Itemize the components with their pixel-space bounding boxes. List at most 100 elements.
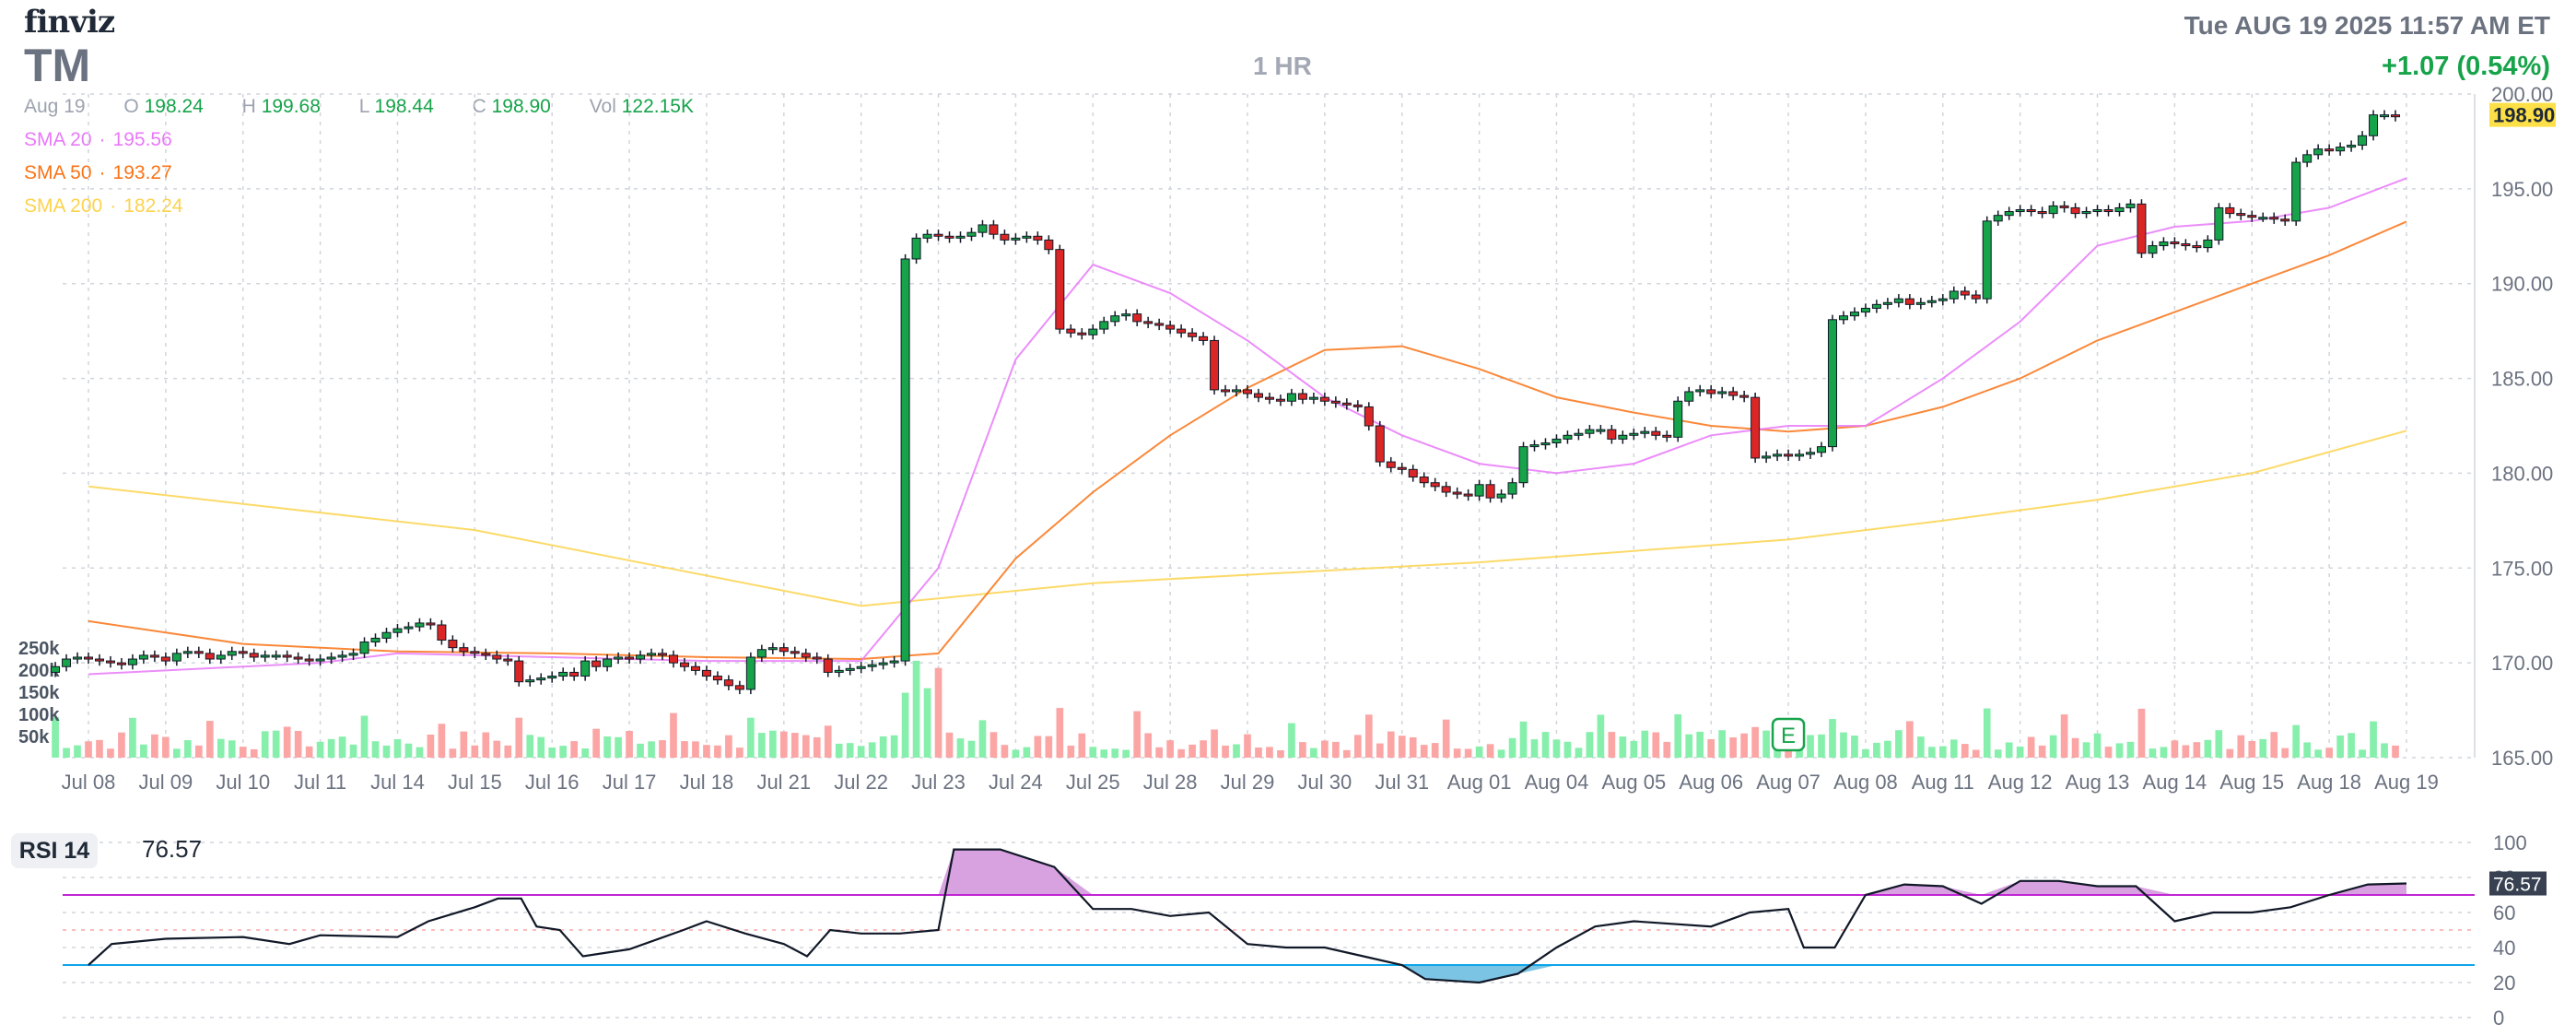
volume-bar	[1608, 732, 1616, 758]
candle-body	[1000, 233, 1010, 241]
volume-bar	[1409, 736, 1417, 758]
candle-body	[182, 651, 193, 654]
candle-body	[1838, 315, 1848, 321]
candle-body	[1673, 400, 1683, 438]
candle-body	[2280, 218, 2290, 222]
volume-tick-label: 100k	[18, 705, 60, 725]
volume-bar	[1663, 741, 1671, 758]
volume-bar	[140, 744, 147, 758]
rsi-indicator-badge[interactable]: RSI 14	[11, 833, 98, 868]
sma20-legend[interactable]: SMA 20 · 195.56	[24, 129, 172, 151]
candle-body	[381, 631, 392, 639]
volume-bar	[283, 726, 291, 758]
candle-body	[1607, 429, 1617, 440]
candle-body	[1971, 294, 1981, 300]
candle-body	[227, 651, 237, 656]
volume-bar	[1851, 736, 1858, 758]
candle-body	[348, 653, 358, 656]
candle-body	[569, 671, 580, 677]
volume-bar	[52, 716, 59, 758]
volume-bar	[2204, 739, 2212, 758]
candle-body	[1110, 315, 1120, 323]
candle-body	[293, 656, 303, 660]
candle-body	[1408, 468, 1418, 478]
volume-bar	[1442, 719, 1450, 758]
candle-body	[171, 653, 181, 662]
candle-body	[647, 653, 657, 656]
volume-bar	[1994, 749, 2002, 758]
candle-body	[1893, 298, 1903, 303]
candle-body	[2192, 245, 2202, 249]
quote-datetime: Tue AUG 19 2025 11:57 AM ET	[2184, 11, 2550, 40]
volume-bar	[183, 740, 192, 758]
volume-bar	[846, 743, 854, 758]
volume-bar	[802, 735, 810, 758]
volume-bar	[371, 741, 380, 758]
volume-bar	[714, 745, 721, 758]
volume-bar	[1420, 745, 1428, 758]
volume-bar	[1211, 729, 1218, 758]
candle-body	[944, 235, 954, 239]
volume-bar	[581, 748, 589, 758]
volume-bar	[1244, 734, 1251, 758]
volume-bar	[217, 738, 225, 758]
candle-body	[1121, 313, 1131, 317]
volume-bar	[879, 736, 887, 758]
candle-body	[1474, 484, 1484, 497]
volume-bar	[1342, 749, 1351, 758]
candle-body	[2103, 208, 2113, 213]
timeframe-label[interactable]: 1 HR	[1253, 52, 1312, 80]
x-tick-label: Jul 25	[1066, 771, 1120, 794]
volume-bar	[151, 734, 158, 758]
volume-bar	[1353, 735, 1362, 758]
candle-body	[2048, 205, 2058, 215]
volume-bar	[1177, 748, 1185, 758]
candle-body	[2092, 208, 2102, 213]
candle-body	[62, 658, 72, 667]
candle-body	[2203, 239, 2213, 249]
candle-body	[1706, 389, 1716, 394]
volume-bar	[835, 743, 843, 758]
candle-body	[756, 649, 767, 658]
candle-body	[481, 653, 491, 656]
candle-body	[205, 653, 215, 660]
candle-body	[636, 654, 646, 660]
volume-bar	[63, 748, 70, 758]
x-tick-label: Aug 12	[1988, 771, 2053, 794]
candle-body	[337, 654, 347, 658]
volume-bar	[194, 745, 203, 758]
volume-bar	[1321, 740, 1329, 758]
x-tick-label: Aug 01	[1447, 771, 1512, 794]
volume-bar	[1332, 741, 1340, 758]
volume-bar	[416, 747, 424, 758]
volume-bar	[1862, 748, 1869, 758]
volume-bar	[868, 742, 876, 758]
close-label: C	[472, 96, 486, 117]
candle-body	[437, 624, 447, 641]
candle-body	[1551, 438, 1562, 444]
x-tick-label: Aug 18	[2297, 771, 2361, 794]
candle-body	[1574, 432, 1584, 436]
volume-bar	[1541, 732, 1550, 758]
candle-body	[2125, 203, 2136, 208]
volume-bar	[2093, 733, 2102, 758]
volume-bar	[74, 745, 81, 758]
rsi-line	[88, 848, 2407, 984]
finviz-logo[interactable]: finviz	[24, 4, 115, 41]
volume-bar	[1067, 745, 1075, 758]
candle-body	[448, 639, 458, 649]
y-tick-label: 195.00	[2491, 178, 2553, 201]
volume-bar	[934, 667, 943, 758]
candle-body	[2137, 203, 2147, 254]
candle-body	[2302, 154, 2313, 163]
sma50-legend[interactable]: SMA 50 · 193.27	[24, 162, 172, 184]
x-tick-label: Aug 15	[2219, 771, 2284, 794]
volume-bar	[96, 739, 103, 758]
rsi-tick-label: 0	[2493, 1007, 2504, 1030]
last-price-tag	[2489, 102, 2556, 127]
sma200-legend[interactable]: SMA 200 · 182.24	[24, 195, 182, 218]
candle-body	[580, 660, 591, 677]
candle-body	[94, 658, 104, 662]
volume-bar	[1508, 737, 1516, 758]
